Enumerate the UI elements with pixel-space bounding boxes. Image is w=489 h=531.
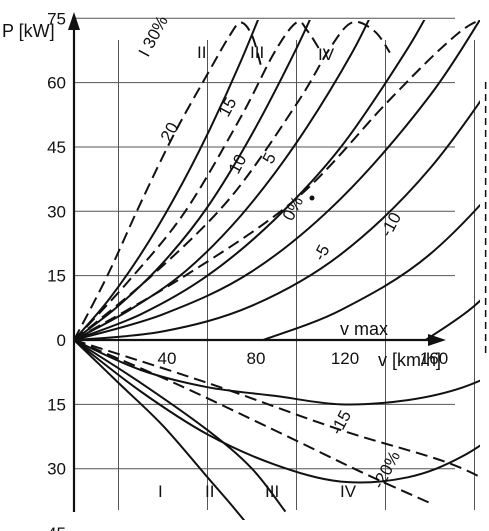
series-11-line xyxy=(73,20,320,341)
series-4-line xyxy=(73,20,480,341)
y-tick-label: 30 xyxy=(47,460,66,479)
series-2-line xyxy=(73,20,370,341)
x-tick-label: 160 xyxy=(420,349,448,368)
y-tick-label: 15 xyxy=(47,267,66,286)
y-tick-label: 0 xyxy=(57,331,66,350)
curve-label-gearBotI: I xyxy=(158,482,163,501)
x-tick-label: 80 xyxy=(247,349,266,368)
y-tick-label: 45 xyxy=(47,138,66,157)
curve-label-l30: I 30% xyxy=(135,13,172,60)
series-6-line xyxy=(262,203,480,341)
curve-label-l5: 5 xyxy=(259,150,280,167)
curve-label-lm5: -5 xyxy=(310,242,334,264)
series-9-line xyxy=(73,339,480,484)
marker-dot xyxy=(309,195,315,201)
y-axis-title: P [kW] xyxy=(2,21,55,41)
series-14-line xyxy=(73,339,246,520)
y-axis-arrow xyxy=(68,12,80,30)
series-10-line xyxy=(73,21,262,341)
series-13-line xyxy=(73,20,480,341)
series-5-line xyxy=(73,99,480,341)
series-0-line xyxy=(73,20,260,341)
curve-label-gearTopIII: III xyxy=(250,43,264,62)
series-3-line xyxy=(73,20,426,341)
series-7-line xyxy=(425,299,480,341)
y-tick-label: 60 xyxy=(47,74,66,93)
y-tick-label: 45 xyxy=(47,524,66,531)
axes xyxy=(68,12,446,512)
curve-label-l15: 15 xyxy=(215,94,241,120)
curve-label-gearBotII: II xyxy=(205,482,214,501)
y-tick-label: 30 xyxy=(47,202,66,221)
x-tick-label: 120 xyxy=(331,349,359,368)
curve-label-gearBotIII: III xyxy=(265,482,279,501)
x-axis-title: v [km/h] xyxy=(378,350,441,370)
x-axis-arrow xyxy=(428,334,446,346)
curve-label-lm20: -20% xyxy=(369,448,404,492)
curve-label-gearBotIV: IV xyxy=(340,482,357,501)
curve-label-gearTopIV: IV xyxy=(318,45,335,64)
series-17-line xyxy=(73,339,480,479)
curve-label-l0: 0% xyxy=(279,193,307,224)
series-1-line xyxy=(73,20,311,341)
curve-label-gearTopII: II xyxy=(197,43,206,62)
vmax-label: v max xyxy=(340,319,388,339)
grid xyxy=(74,17,475,510)
curves xyxy=(73,20,480,520)
tick-labels: 756045301501530454080120160200 xyxy=(47,9,448,531)
y-tick-label: 75 xyxy=(47,9,66,28)
curve-label-l20: 20 xyxy=(157,119,183,145)
curve-label-lm10: -10 xyxy=(377,209,405,240)
series-12-line xyxy=(73,20,391,341)
x-tick-label: 40 xyxy=(158,349,177,368)
y-tick-label: 15 xyxy=(47,395,66,414)
series-15-line xyxy=(73,339,287,513)
